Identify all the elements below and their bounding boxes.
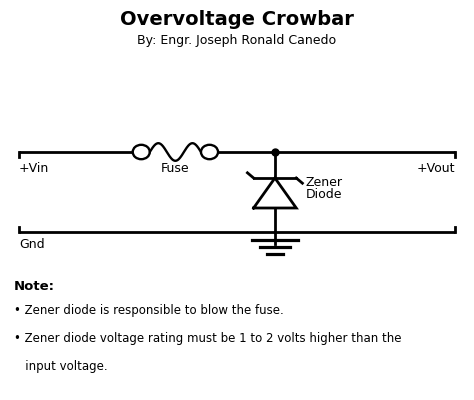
Text: Gnd: Gnd (19, 238, 45, 251)
Text: Overvoltage Crowbar: Overvoltage Crowbar (120, 10, 354, 29)
Text: +Vin: +Vin (19, 162, 49, 175)
Text: Note:: Note: (14, 280, 55, 293)
Text: +Vout: +Vout (417, 162, 455, 175)
Text: • Zener diode is responsible to blow the fuse.: • Zener diode is responsible to blow the… (14, 304, 284, 317)
Text: Fuse: Fuse (161, 162, 190, 175)
Text: • Zener diode voltage rating must be 1 to 2 volts higher than the: • Zener diode voltage rating must be 1 t… (14, 332, 402, 345)
Text: Zener: Zener (306, 176, 343, 189)
Text: input voltage.: input voltage. (14, 360, 108, 373)
Text: By: Engr. Joseph Ronald Canedo: By: Engr. Joseph Ronald Canedo (137, 34, 337, 47)
Text: Diode: Diode (306, 188, 342, 201)
